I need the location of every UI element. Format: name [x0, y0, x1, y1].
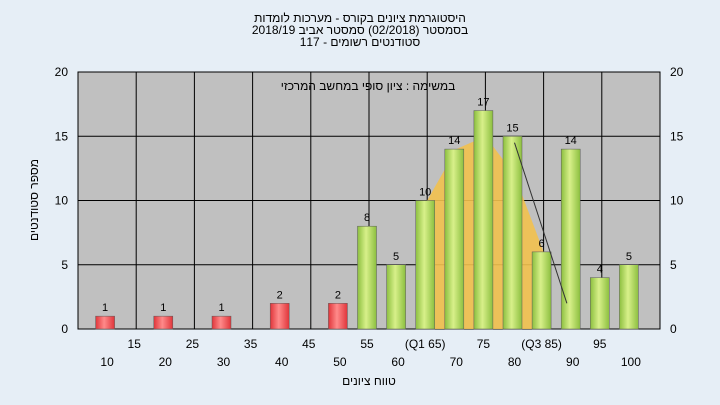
x-tick-lower: 30 — [217, 355, 231, 369]
x-axis-ticks: 15 25 35 45 55 (Q1 65) 75 (Q3 85) 95 10 20 30 40 50 60… — [100, 337, 641, 369]
bar-value-label: 5 — [626, 251, 632, 263]
y-axis-right-ticks: 0 5 10 15 20 — [670, 65, 684, 336]
y-tick-right: 15 — [670, 129, 684, 143]
bar-85 — [531, 251, 552, 330]
bar-90 — [560, 148, 581, 330]
x-tick-lower: 10 — [100, 355, 114, 369]
y-tick-right: 0 — [670, 322, 677, 336]
bar-value-label: 15 — [506, 122, 518, 134]
chart-title-line-2: בסמסטר (02/2018) סמסטר אביב 2018/19 — [252, 23, 468, 37]
y-tick-left: 10 — [55, 194, 69, 208]
bar-95 — [590, 277, 610, 330]
bar-60 — [386, 264, 406, 330]
x-tick-lower: 90 — [566, 355, 580, 369]
bar-20 — [153, 315, 174, 330]
bar-value-label: 14 — [565, 135, 577, 147]
x-tick-upper: 55 — [360, 337, 374, 351]
y-tick-left: 0 — [61, 322, 68, 336]
y-axis-title: מספר סטודנטים — [27, 159, 41, 241]
bar-80 — [502, 136, 523, 330]
trend-line — [514, 142, 568, 304]
x-tick-upper: 95 — [593, 337, 607, 351]
x-tick-lower: 80 — [508, 355, 522, 369]
bar-65 — [415, 200, 435, 330]
chart-title-line-3: סטודנטים רשומים - 117 — [300, 35, 421, 49]
chart-title-line-1: היסטוגרמת ציונים בקורס - מערכות לומדות — [254, 11, 466, 25]
annotation-text: במשימה : ציון סופי במחשב המרכזי — [281, 79, 456, 93]
y-tick-left: 15 — [55, 129, 69, 143]
bar-value-label: 5 — [393, 251, 399, 263]
bar-value-label: 8 — [364, 212, 370, 224]
bar-100 — [619, 264, 639, 330]
bar-50 — [328, 303, 348, 330]
x-tick-lower: 20 — [159, 355, 173, 369]
x-tick-lower: 60 — [391, 355, 405, 369]
chart-titles: היסטוגרמת ציונים בקורס - מערכות לומדות ב… — [252, 11, 468, 49]
bar-value-label: 14 — [448, 135, 460, 147]
y-axis-left-ticks: 0 5 10 15 20 — [55, 65, 69, 336]
x-tick-upper: 35 — [244, 337, 258, 351]
y-tick-right: 20 — [670, 65, 684, 79]
x-tick-upper: 75 — [477, 337, 491, 351]
bar-10 — [95, 315, 115, 330]
x-tick-upper: 45 — [302, 337, 316, 351]
bar-value-label: 2 — [335, 289, 341, 301]
bar-value-label: 17 — [477, 97, 489, 109]
bar-75 — [473, 110, 494, 330]
y-tick-left: 20 — [55, 65, 69, 79]
bar-value-label: 1 — [160, 302, 166, 314]
bars: 1 1 1 2 2 8 5 10 14 17 15 6 14 4 5 — [95, 97, 639, 330]
bar-70 — [444, 148, 465, 330]
x-tick-lower: 100 — [621, 355, 641, 369]
y-tick-right: 5 — [670, 258, 677, 272]
x-tick-upper: (Q1 65) — [405, 337, 446, 351]
bar-value-label: 2 — [277, 289, 283, 301]
y-tick-right: 10 — [670, 194, 684, 208]
x-tick-lower: 50 — [333, 355, 347, 369]
bar-value-label: 10 — [419, 187, 431, 199]
x-tick-lower: 40 — [275, 355, 289, 369]
x-tick-upper: 25 — [186, 337, 200, 351]
x-axis-title: טווח ציונים — [342, 374, 396, 388]
bar-value-label: 1 — [218, 302, 224, 314]
bar-40 — [269, 303, 290, 330]
bar-value-label: 6 — [539, 238, 545, 250]
bar-value-label: 4 — [597, 264, 603, 276]
x-tick-upper: 15 — [128, 337, 142, 351]
y-tick-left: 5 — [61, 258, 68, 272]
bar-30 — [211, 315, 232, 330]
bar-value-label: 1 — [102, 302, 108, 314]
bar-55 — [357, 225, 377, 330]
x-tick-upper: (Q3 85) — [521, 337, 562, 351]
x-tick-lower: 70 — [450, 355, 464, 369]
